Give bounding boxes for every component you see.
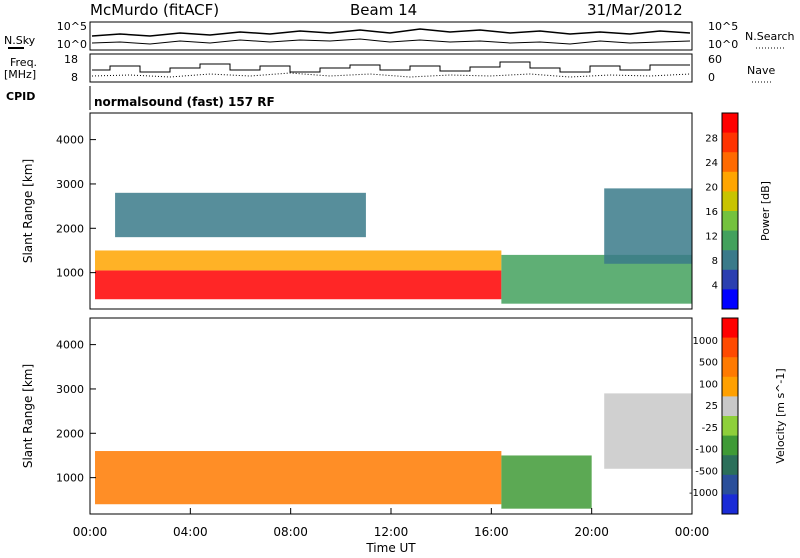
power-ylabel: Slant Range [km] bbox=[21, 159, 35, 263]
velocity-colorbar-swatch bbox=[722, 396, 738, 417]
noise-tick-top-right: 10^5 bbox=[708, 20, 738, 33]
velocity-y-axis: 1000 2000 3000 4000 bbox=[56, 339, 96, 485]
freq-trace bbox=[92, 61, 690, 73]
velocity-band-0 bbox=[95, 451, 502, 505]
noise-tick-top-left: 10^5 bbox=[57, 20, 87, 33]
power-colorbar-swatch bbox=[722, 211, 738, 232]
time-tick-label: 16:00 bbox=[474, 525, 509, 539]
nsky-trace bbox=[91, 28, 691, 37]
time-tick-label: 20:00 bbox=[574, 525, 609, 539]
power-colorbar-swatch bbox=[722, 230, 738, 251]
power-ytick-label: 3000 bbox=[56, 178, 84, 191]
power-heatmap bbox=[95, 188, 692, 304]
nsearch-trace bbox=[91, 38, 691, 45]
nave-tick-top: 60 bbox=[708, 53, 722, 66]
freq-panel-frame bbox=[89, 53, 693, 83]
nave-tick-bottom: 0 bbox=[708, 71, 715, 84]
velocity-colorbar-swatch bbox=[722, 376, 738, 397]
power-colorbar-swatch bbox=[722, 250, 738, 271]
nsearch-label: N.Search bbox=[745, 30, 795, 43]
velocity-colorbar-tick: 500 bbox=[699, 358, 718, 369]
freq-tick-bottom: 8 bbox=[71, 71, 78, 84]
nave-label: Nave bbox=[747, 64, 775, 77]
power-colorbar: 28 24 20 16 12 8 4 bbox=[705, 112, 739, 310]
velocity-band-1 bbox=[501, 455, 592, 509]
time-tick-label: 00:00 bbox=[73, 525, 108, 539]
power-colorbar-tick: 8 bbox=[712, 256, 718, 267]
power-colorbar-tick: 24 bbox=[705, 158, 718, 169]
velocity-colorbar-tick: -1000 bbox=[689, 488, 718, 499]
velocity-colorbar-swatch bbox=[722, 337, 738, 358]
freq-label-2: [MHz] bbox=[4, 68, 36, 81]
velocity-ytick-label: 1000 bbox=[56, 472, 84, 485]
velocity-colorbar-swatch bbox=[722, 494, 738, 515]
noise-panel-frame bbox=[89, 21, 693, 51]
date-title: 31/Mar/2012 bbox=[587, 1, 683, 19]
power-colorbar-swatch bbox=[722, 191, 738, 212]
power-colorbar-swatch bbox=[722, 171, 738, 192]
velocity-colorbar-swatch bbox=[722, 474, 738, 495]
velocity-colorbar-swatch bbox=[722, 357, 738, 378]
velocity-ytick-label: 4000 bbox=[56, 339, 84, 352]
noise-tick-bottom-right: 10^0 bbox=[708, 38, 738, 51]
power-colorbar-swatch bbox=[722, 269, 738, 290]
power-colorbar-tick: 28 bbox=[705, 134, 718, 145]
power-y-axis: 1000 2000 3000 4000 bbox=[56, 134, 96, 280]
power-band-3 bbox=[115, 192, 366, 238]
nave-trace bbox=[91, 72, 691, 78]
time-tick-label: 08:00 bbox=[273, 525, 308, 539]
velocity-colorbar-swatch bbox=[722, 416, 738, 437]
power-ytick-label: 4000 bbox=[56, 134, 84, 147]
power-panel-frame bbox=[89, 112, 693, 310]
power-colorbar-swatch bbox=[722, 113, 738, 134]
velocity-ylabel: Slant Range [km] bbox=[21, 364, 35, 468]
velocity-ytick-label: 2000 bbox=[56, 427, 84, 440]
time-tick-label: 04:00 bbox=[173, 525, 208, 539]
velocity-colorbar-frame bbox=[721, 317, 739, 515]
station-title: McMurdo (fitACF) bbox=[90, 1, 219, 19]
power-colorbar-label: Power [dB] bbox=[759, 181, 772, 241]
velocity-ytick-label: 3000 bbox=[56, 383, 84, 396]
power-band-4 bbox=[604, 188, 692, 264]
power-colorbar-tick: 20 bbox=[705, 183, 718, 194]
velocity-colorbar-tick: 25 bbox=[705, 401, 718, 412]
time-tick-label: 00:00 bbox=[675, 525, 710, 539]
velocity-colorbar-tick: -25 bbox=[702, 423, 718, 434]
velocity-colorbar-swatch bbox=[722, 435, 738, 456]
freq-tick-top: 18 bbox=[64, 53, 78, 66]
power-colorbar-tick: 16 bbox=[705, 207, 718, 218]
velocity-colorbar: 1000 500 100 25 -25 -100 -500 -1000 bbox=[689, 317, 739, 515]
velocity-colorbar-tick: 100 bbox=[699, 379, 718, 390]
power-colorbar-swatch bbox=[722, 289, 738, 310]
velocity-colorbar-swatch bbox=[722, 318, 738, 339]
time-axis: 00:00 04:00 08:00 12:00 16:00 20:00 00:00 bbox=[73, 508, 710, 539]
power-band-1 bbox=[95, 250, 502, 271]
nsky-label: N.Sky bbox=[4, 34, 36, 47]
power-colorbar-frame bbox=[721, 112, 739, 310]
noise-tick-bottom-left: 10^0 bbox=[57, 38, 87, 51]
velocity-band-2 bbox=[604, 393, 692, 469]
freq-label-1: Freq. bbox=[10, 56, 37, 69]
power-band-0 bbox=[95, 270, 502, 300]
time-tick-label: 12:00 bbox=[374, 525, 409, 539]
power-ytick-label: 2000 bbox=[56, 222, 84, 235]
velocity-colorbar-tick: 1000 bbox=[693, 336, 718, 347]
velocity-colorbar-tick: -100 bbox=[695, 445, 718, 456]
power-colorbar-tick: 12 bbox=[705, 232, 718, 243]
cpid-label: CPID bbox=[6, 90, 35, 103]
time-axis-label: Time UT bbox=[365, 541, 416, 554]
velocity-colorbar-swatch bbox=[722, 455, 738, 476]
power-colorbar-tick: 4 bbox=[712, 281, 718, 292]
power-ytick-label: 1000 bbox=[56, 267, 84, 280]
power-colorbar-swatch bbox=[722, 132, 738, 153]
velocity-colorbar-tick: -500 bbox=[695, 466, 718, 477]
velocity-heatmap bbox=[95, 393, 692, 509]
beam-title: Beam 14 bbox=[350, 1, 417, 19]
velocity-colorbar-label: Velocity [m s^-1] bbox=[774, 368, 787, 463]
cpid-text: normalsound (fast) 157 RF bbox=[94, 95, 275, 109]
power-colorbar-swatch bbox=[722, 152, 738, 173]
